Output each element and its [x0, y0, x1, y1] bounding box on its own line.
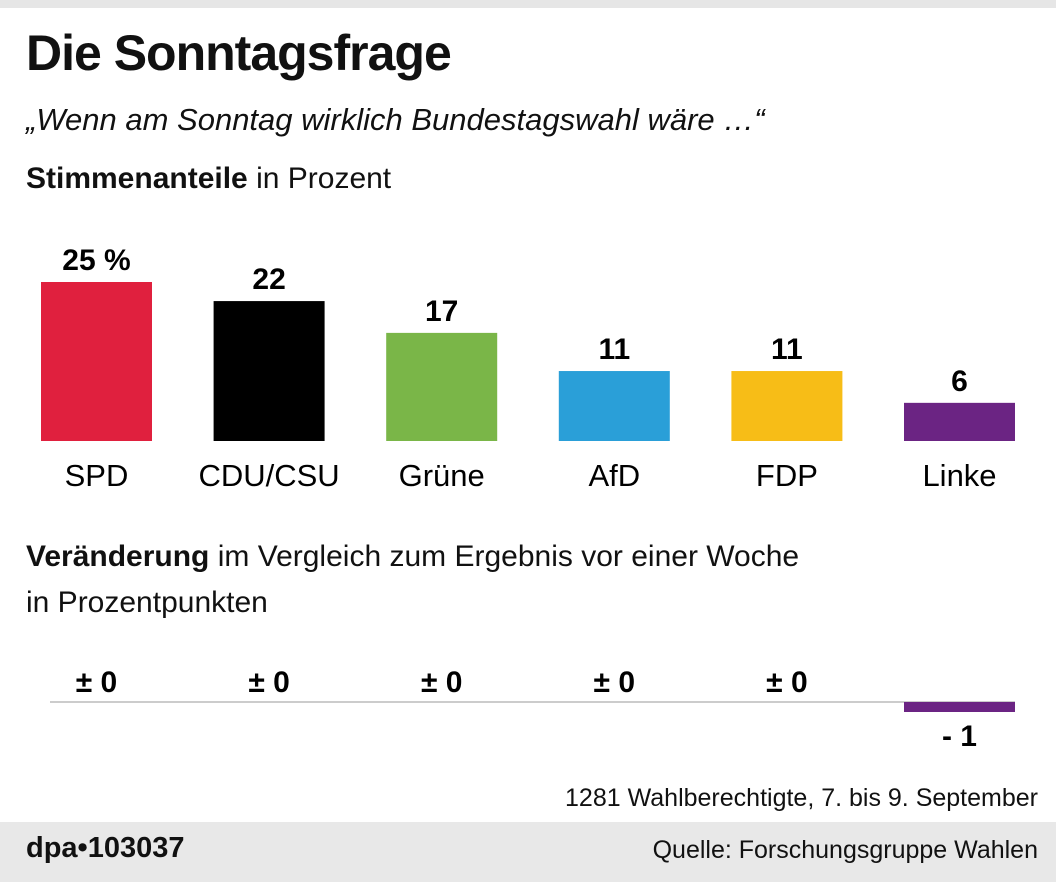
change-label: - 1	[942, 720, 977, 753]
data-label: 22	[252, 263, 285, 296]
source: Quelle: Forschungsgruppe Wahlen	[652, 836, 1038, 864]
bar-linke	[904, 402, 1015, 441]
change-label: ± 0	[248, 666, 289, 699]
chart-title: Die Sonntagsfrage	[26, 25, 452, 81]
change-label: ± 0	[766, 666, 807, 699]
section1-label-rest: in Prozent	[247, 162, 392, 195]
section1-label: Stimmenanteile in Prozent	[26, 156, 391, 202]
change-bar-linke	[904, 702, 1015, 712]
sample-note: 1281 Wahlberechtigte, 7. bis 9. Septembe…	[565, 784, 1038, 812]
category-label: Grüne	[399, 458, 485, 493]
bar-fdp	[731, 371, 843, 441]
category-label: AfD	[588, 458, 640, 493]
bar-afd	[558, 371, 670, 441]
section2-label: Veränderung im Vergleich zum Ergebnis vo…	[26, 534, 799, 626]
data-label: 11	[771, 333, 803, 366]
section2-label-rest: im Vergleich zum Ergebnis vor einer Woch…	[209, 540, 800, 573]
data-label: 17	[425, 295, 458, 328]
bar-spd	[41, 282, 152, 441]
dpa-id: dpa•103037	[26, 832, 185, 864]
bar-grne	[386, 332, 498, 441]
category-label: FDP	[756, 458, 818, 493]
change-label: ± 0	[594, 666, 635, 699]
data-label: 6	[951, 365, 968, 398]
change-label: ± 0	[76, 666, 117, 699]
data-label: 11	[598, 333, 630, 366]
data-label: 25 %	[62, 244, 130, 277]
bar-cducsu	[213, 301, 325, 441]
top-bar	[0, 0, 1056, 8]
category-label: Linke	[922, 458, 996, 493]
chart-subtitle: „Wenn am Sonntag wirklich Bundestagswahl…	[26, 102, 765, 137]
section2-label-line2: in Prozentpunkten	[26, 586, 268, 619]
section1-label-bold: Stimmenanteile	[26, 162, 248, 195]
section2-label-bold: Veränderung	[26, 540, 210, 573]
change-label: ± 0	[421, 666, 462, 699]
footer: dpa•103037 Quelle: Forschungsgruppe Wahl…	[0, 822, 1056, 882]
category-label: CDU/CSU	[198, 458, 339, 493]
category-label: SPD	[65, 458, 129, 493]
